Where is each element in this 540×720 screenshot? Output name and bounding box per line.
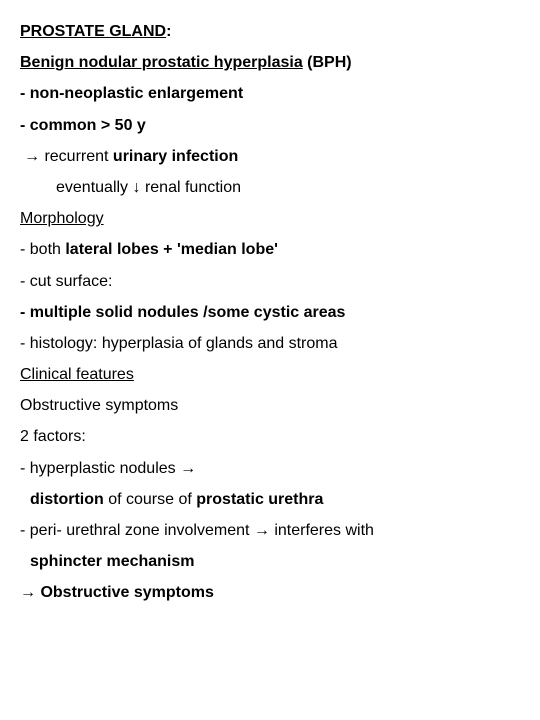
text-recurrent-b: urinary infection <box>113 148 238 165</box>
heading-clinical: Clinical features <box>20 359 520 390</box>
line-common: - common > 50 y <box>20 110 520 141</box>
text-hyperplastic-a: - hyperplastic nodules <box>20 460 180 477</box>
line-nodules: - multiple solid nodules /some cystic ar… <box>20 297 520 328</box>
text-eventually-b: renal function <box>141 179 242 196</box>
line-obstructive-2: → Obstructive symptoms <box>20 577 520 608</box>
line-hyperplastic: - hyperplastic nodules → <box>20 453 520 484</box>
text-lobes-a: - both <box>20 241 65 258</box>
arrow-right-icon: → <box>180 460 196 477</box>
line-recurrent: → recurrent urinary infection <box>20 141 520 172</box>
text-recurrent-a: recurrent <box>44 148 112 165</box>
text-distortion-c: prostatic urethra <box>196 491 323 508</box>
arrow-right-icon: → <box>24 148 44 165</box>
line-periurethral: - peri- urethral zone involvement → inte… <box>20 515 520 546</box>
text-peri-b: interferes with <box>270 522 374 539</box>
text-distortion-b: of course of <box>104 491 197 508</box>
line-obstructive-1: Obstructive symptoms <box>20 390 520 421</box>
line-distortion: distortion of course of prostatic urethr… <box>20 484 520 515</box>
arrow-right-icon: → <box>20 584 40 601</box>
line-2factors: 2 factors: <box>20 421 520 452</box>
line-sphincter: sphincter mechanism <box>20 546 520 577</box>
line-eventually: eventually ↓ renal function <box>20 172 520 203</box>
text-lobes-b: lateral lobes + 'median lobe' <box>65 241 278 258</box>
subtitle-line: Benign nodular prostatic hyperplasia (BP… <box>20 47 520 78</box>
text-obstructive-2: Obstructive symptoms <box>40 584 213 601</box>
line-cut-surface: - cut surface: <box>20 266 520 297</box>
arrow-right-icon: → <box>254 522 270 539</box>
line-lobes: - both lateral lobes + 'median lobe' <box>20 234 520 265</box>
title-line: PROSTATE GLAND: <box>20 16 520 47</box>
text-peri-a: - peri- urethral zone involvement <box>20 522 254 539</box>
subtitle-underlined: Benign nodular prostatic hyperplasia <box>20 54 303 71</box>
subtitle-rest: (BPH) <box>303 54 352 71</box>
text-eventually-a: eventually <box>56 179 133 196</box>
document-page: PROSTATE GLAND: Benign nodular prostatic… <box>0 0 540 625</box>
heading-morphology: Morphology <box>20 203 520 234</box>
line-nonneoplastic: - non-neoplastic enlargement <box>20 78 520 109</box>
text-distortion-a: distortion <box>30 491 104 508</box>
arrow-down-icon: ↓ <box>133 179 141 196</box>
line-histology: - histology: hyperplasia of glands and s… <box>20 328 520 359</box>
title-colon: : <box>166 23 171 40</box>
title-main: PROSTATE GLAND <box>20 23 166 40</box>
